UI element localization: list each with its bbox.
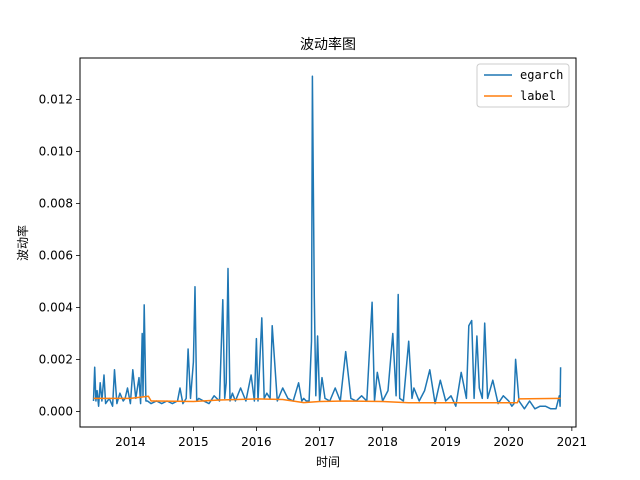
plot-area (92, 75, 562, 410)
x-axis: 2014 2015 2016 2017 2018 2019 2020 2021 (115, 427, 587, 449)
y-tick-label-0.004: 0.004 (39, 300, 73, 314)
y-tick-label-0.012: 0.012 (39, 93, 73, 107)
y-tick-label-0.008: 0.008 (39, 197, 73, 211)
x-tick-label-2015: 2015 (178, 435, 209, 449)
x-tick-label-2020: 2020 (493, 435, 524, 449)
x-tick-label-2021: 2021 (557, 435, 588, 449)
y-tick-label-0.006: 0.006 (39, 248, 73, 262)
y-tick-label-0.010: 0.010 (39, 145, 73, 159)
chart-title: 波动率图 (300, 36, 356, 53)
x-tick-label-2019: 2019 (430, 435, 461, 449)
x-axis-label: 时间 (316, 455, 340, 469)
legend-label-label: label (520, 89, 556, 103)
series-line-egarch (92, 75, 562, 410)
x-tick-label-2017: 2017 (304, 435, 335, 449)
plot-frame (79, 57, 577, 428)
y-tick-label-0.000: 0.000 (39, 404, 73, 418)
x-tick-label-2014: 2014 (115, 435, 146, 449)
x-tick-label-2018: 2018 (367, 435, 398, 449)
series-line-label (93, 395, 561, 404)
y-axis: 0.000 0.002 0.004 0.006 0.008 0.010 0.012 (39, 93, 80, 418)
x-tick-label-2016: 2016 (241, 435, 272, 449)
y-tick-label-0.002: 0.002 (39, 352, 73, 366)
y-axis-label: 波动率 (15, 225, 30, 261)
legend: egarch label (476, 63, 570, 108)
legend-label-egarch: egarch (520, 68, 563, 82)
